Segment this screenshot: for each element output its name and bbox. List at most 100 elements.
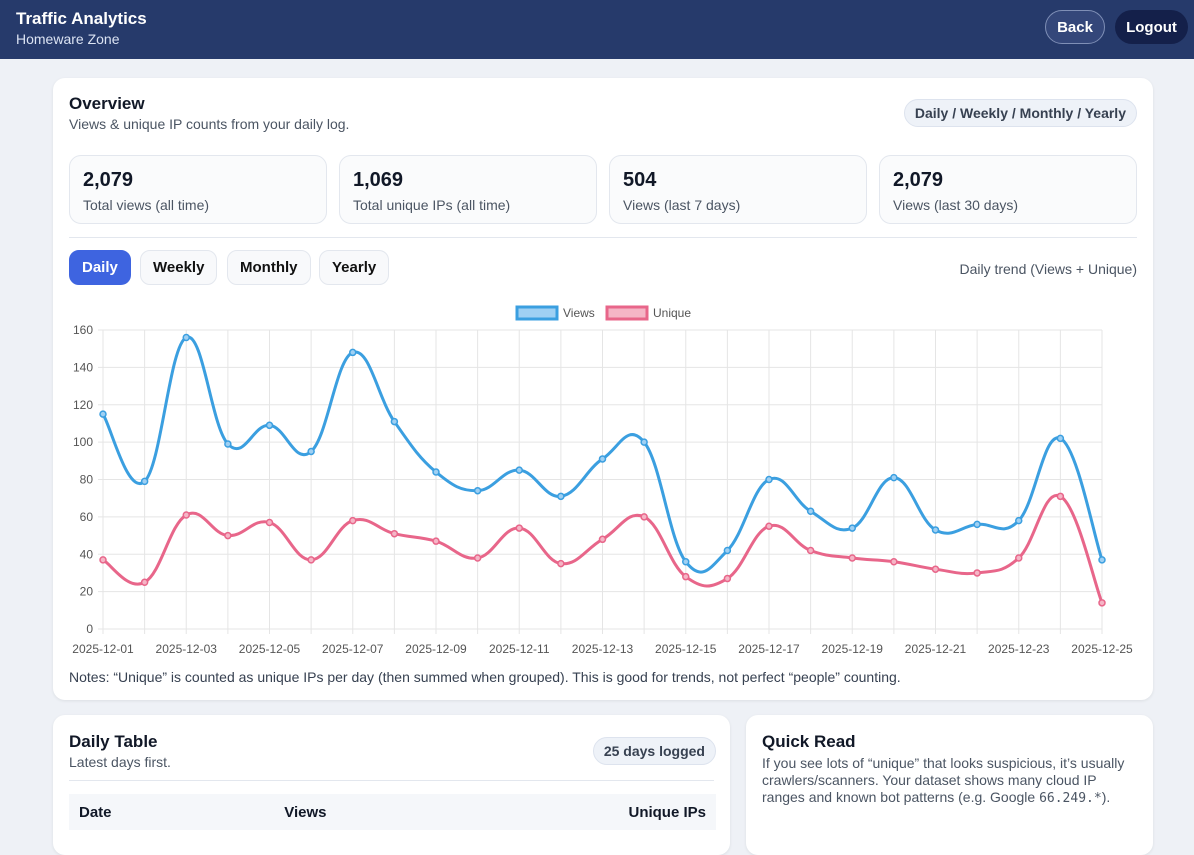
legend-label-views: Views <box>563 306 595 320</box>
tab-daily[interactable]: Daily <box>69 250 131 285</box>
data-point-views <box>265 421 274 430</box>
data-point-unique <box>224 531 232 540</box>
stat-value: 1,069 <box>353 169 404 191</box>
stat-value: 504 <box>623 169 657 191</box>
x-tick-label: 2025-12-17 <box>738 642 800 656</box>
daily-table-card: Daily Table Latest days first. 25 days l… <box>53 715 730 855</box>
data-point-unique <box>515 524 523 532</box>
data-point-views <box>931 526 940 534</box>
table-title: Daily Table <box>69 732 158 751</box>
tab-weekly[interactable]: Weekly <box>140 250 218 285</box>
legend-swatch-unique <box>605 305 649 321</box>
back-button[interactable]: Back <box>1045 10 1105 44</box>
overview-title: Overview <box>69 94 145 113</box>
ip-pattern: 66.249.* <box>1039 791 1102 806</box>
y-tick-label: 40 <box>80 547 94 561</box>
data-point-views <box>307 447 315 456</box>
data-point-views <box>682 557 690 566</box>
divider <box>69 780 714 781</box>
traffic-chart: 0 20 40 60 80 100 120 140 160 2025-12-01 2025-12-0… <box>72 305 1133 656</box>
col-views[interactable]: Views <box>144 794 577 830</box>
y-tick-label: 100 <box>73 435 93 449</box>
stat-label: Total unique IPs (all time) <box>353 197 511 213</box>
days-logged-badge: 25 days logged <box>592 737 716 765</box>
data-point-unique <box>265 518 274 527</box>
data-point-views <box>1015 516 1023 525</box>
y-tick-label: 0 <box>86 622 93 636</box>
col-date[interactable]: Date <box>69 794 145 830</box>
data-point-unique <box>598 535 607 544</box>
data-point-views <box>99 410 107 418</box>
x-tick-label: 2025-12-19 <box>822 642 884 656</box>
data-point-views <box>598 455 607 463</box>
data-point-views <box>640 438 648 446</box>
data-point-unique <box>640 513 648 521</box>
data-point-views <box>515 466 523 474</box>
daily-table: Date Views Unique IPs <box>69 794 716 830</box>
y-tick-label: 20 <box>80 585 94 599</box>
data-point-unique <box>890 557 898 566</box>
logout-button[interactable]: Logout <box>1115 10 1188 44</box>
period-badge: Daily / Weekly / Monthly / Yearly <box>903 99 1137 127</box>
data-point-unique <box>182 511 190 519</box>
stat-total-unique: 1,069 Total unique IPs (all time) <box>339 155 597 224</box>
data-point-unique <box>473 554 482 562</box>
y-tick-label: 80 <box>80 473 94 487</box>
data-point-views <box>390 417 399 426</box>
x-tick-label: 2025-12-09 <box>405 642 467 656</box>
quick-end: ). <box>1101 789 1111 805</box>
y-tick-label: 60 <box>80 510 94 524</box>
quick-read-text: If you see lots of “unique” that looks s… <box>762 755 1132 807</box>
quick-text: If you see lots of “unique” that looks s… <box>762 755 1125 805</box>
stat-total-views: 2,079 Total views (all time) <box>69 155 327 224</box>
data-point-views <box>1056 434 1065 443</box>
data-point-views <box>973 520 981 529</box>
data-point-views <box>806 507 815 516</box>
x-tick-label: 2025-12-01 <box>72 642 134 656</box>
x-tick-label: 2025-12-11 <box>489 642 550 656</box>
data-point-views <box>765 475 773 484</box>
legend-swatch-views <box>515 305 559 321</box>
stat-views-30d: 2,079 Views (last 30 days) <box>879 155 1137 224</box>
y-tick-label: 120 <box>73 398 93 412</box>
col-unique[interactable]: Unique IPs <box>576 794 716 830</box>
data-point-views <box>473 486 482 495</box>
x-tick-label: 2025-12-25 <box>1071 642 1133 656</box>
data-point-views <box>349 348 357 357</box>
data-point-unique <box>765 522 773 530</box>
y-tick-label: 160 <box>73 323 93 337</box>
data-point-unique <box>140 578 149 587</box>
table-subtitle: Latest days first. <box>69 754 171 770</box>
x-tick-label: 2025-12-23 <box>988 642 1050 656</box>
data-point-unique <box>390 529 399 538</box>
overview-card: Overview Views & unique IP counts from y… <box>53 78 1153 700</box>
data-point-unique <box>931 565 940 573</box>
x-tick-label: 2025-12-07 <box>322 642 384 656</box>
data-point-unique <box>682 572 690 581</box>
data-point-unique <box>557 559 565 568</box>
data-point-unique <box>1056 492 1065 501</box>
tab-monthly[interactable]: Monthly <box>227 250 311 285</box>
stat-label: Total views (all time) <box>83 197 210 213</box>
stat-label: Views (last 7 days) <box>623 197 741 213</box>
app-title: Traffic Analytics <box>16 9 147 28</box>
data-point-unique <box>848 554 856 562</box>
data-point-unique <box>1015 554 1023 562</box>
data-point-unique <box>973 569 981 577</box>
data-point-views <box>557 492 565 501</box>
data-point-views <box>140 477 149 486</box>
x-tick-label: 2025-12-21 <box>905 642 967 656</box>
trend-label: Daily trend (Views + Unique) <box>959 261 1137 277</box>
table-header-row: Date Views Unique IPs <box>69 794 716 830</box>
x-tick-label: 2025-12-13 <box>572 642 634 656</box>
quick-read-card: Quick Read If you see lots of “unique” t… <box>746 715 1153 855</box>
tab-yearly[interactable]: Yearly <box>319 250 390 285</box>
data-point-unique <box>307 556 315 564</box>
site-name: Homeware Zone <box>16 31 120 47</box>
x-tick-label: 2025-12-03 <box>156 642 218 656</box>
quick-read-title: Quick Read <box>762 732 856 751</box>
data-point-unique <box>806 546 815 555</box>
chart-notes: Notes: “Unique” is counted as unique IPs… <box>69 669 901 685</box>
stat-value: 2,079 <box>83 169 134 191</box>
stat-value: 2,079 <box>893 169 944 191</box>
